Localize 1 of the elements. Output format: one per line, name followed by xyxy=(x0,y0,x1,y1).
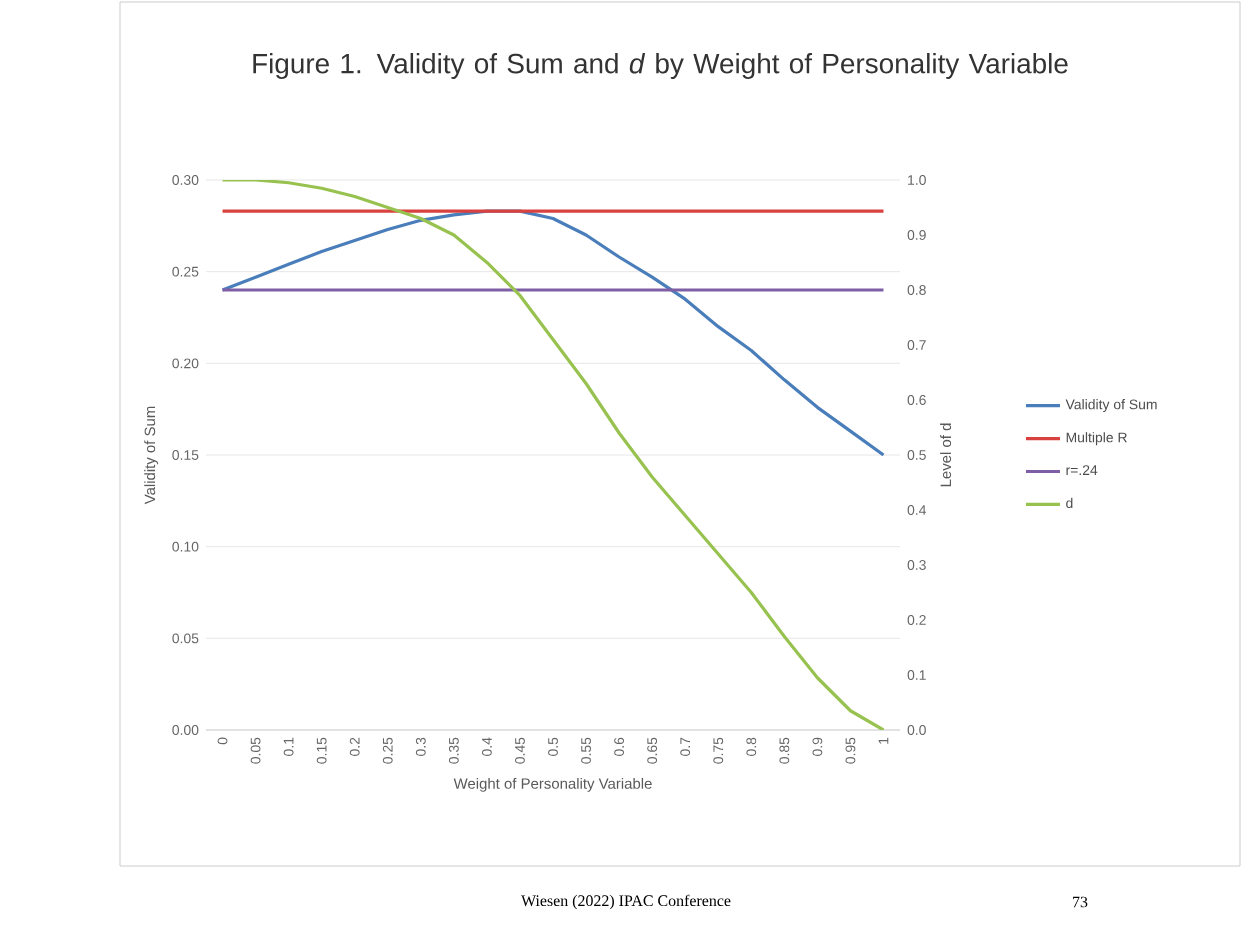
chart-title: Figure 1. Validity of Sum and d by Weight of Personality Variable xyxy=(253,52,1068,79)
